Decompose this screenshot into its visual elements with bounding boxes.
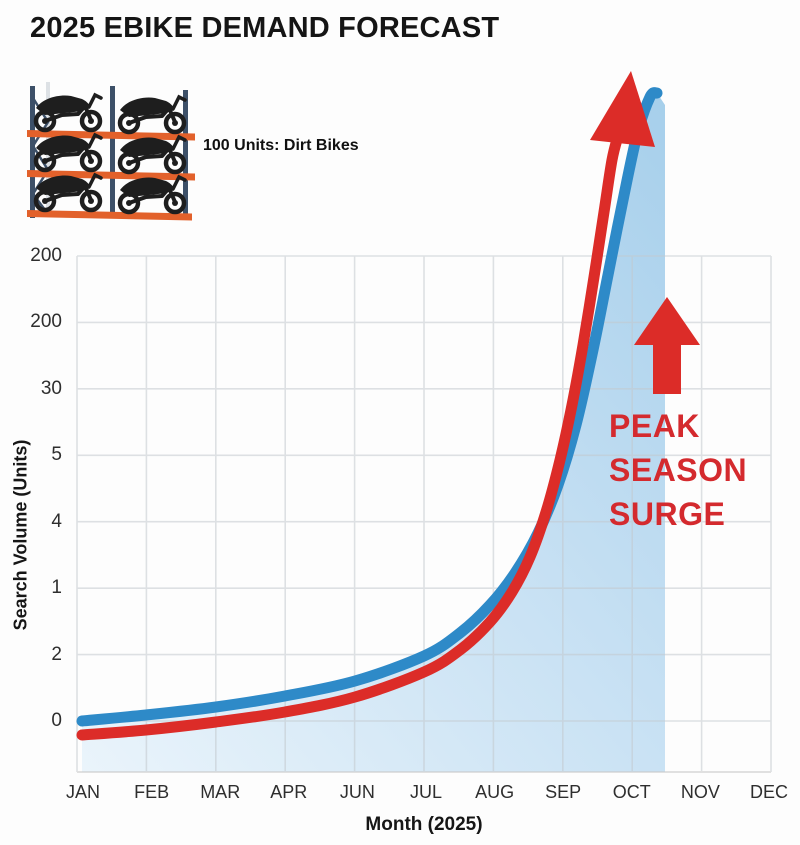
y-tick-label: 5: [51, 444, 62, 466]
annotation-line: PEAK: [609, 408, 700, 444]
page-title: 2025 EBIKE DEMAND FORECAST: [30, 12, 500, 44]
surge-up-arrow-icon: [634, 297, 700, 394]
x-tick-label: NOV: [680, 782, 720, 802]
x-tick-label: AUG: [475, 782, 515, 802]
area-fill: [82, 92, 665, 773]
y-axis-title: Search Volume (Units): [10, 439, 31, 631]
bike-rack-icon: [27, 82, 195, 221]
peak-season-surge-annotation: PEAK SEASON SURGE: [609, 404, 747, 536]
x-tick-label: JUL: [409, 782, 442, 802]
x-tick-label: OCT: [612, 782, 651, 802]
x-tick-label: JAN: [65, 782, 100, 802]
x-tick-label: JUN: [339, 782, 375, 802]
x-tick-label: SEP: [545, 782, 582, 802]
x-tick-label: DEC: [749, 782, 788, 802]
gridlines: [76, 255, 772, 773]
trend-curves: [76, 87, 663, 741]
annotation-line: SEASON: [609, 452, 748, 488]
y-tick-label: 1: [51, 577, 62, 599]
y-tick-label: 0: [51, 710, 62, 731]
y-tick-label: 4: [51, 510, 62, 532]
x-tick-label: APR: [270, 782, 308, 802]
trend-arrowhead-icon: [590, 71, 655, 147]
x-tick-label: MAR: [200, 782, 241, 802]
x-axis-title: Month (2025): [365, 814, 483, 835]
y-tick-label: 200: [30, 245, 62, 266]
annotation-line: SURGE: [609, 496, 726, 532]
legend-label: 100 Units: Dirt Bikes: [203, 137, 359, 154]
y-tick-label: 30: [40, 377, 62, 399]
x-tick-label: FEB: [134, 782, 170, 802]
y-tick-label: 200: [30, 311, 62, 333]
y-tick-label: 2: [51, 643, 62, 665]
